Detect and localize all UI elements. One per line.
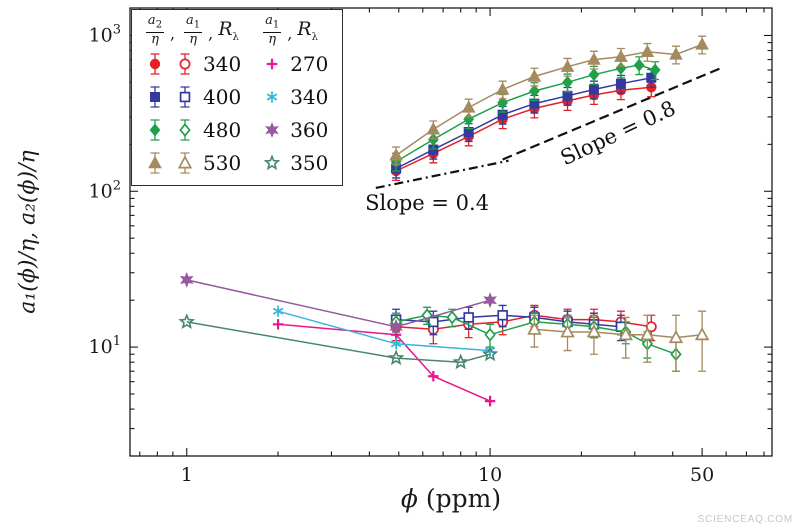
legend-header: a2 η, a1 η, Rλ (145, 13, 239, 47)
svg-text:102: 102 (89, 178, 121, 202)
legend-row-480: 480 (140, 113, 241, 146)
square-marker-icon (150, 85, 161, 108)
square-marker-icon (179, 85, 191, 108)
series-a1-eta-R340-star (272, 305, 496, 357)
series-a2-eta-R530 (389, 35, 709, 166)
plus-marker-icon (266, 58, 278, 69)
legend-row-label: 480 (203, 117, 242, 142)
legend-row-360: 360 (257, 113, 328, 146)
ppm-unit: (ppm) (417, 484, 502, 513)
legend-row-340: 340 (257, 80, 328, 113)
series-a1-eta-R270 (272, 319, 496, 407)
series-a2-eta-R480 (390, 56, 661, 172)
circle-marker-icon (179, 52, 191, 75)
legend-row-label: 340 (203, 51, 242, 76)
r-lambda-symbol: Rλ (297, 17, 318, 43)
legend-row-label: 270 (290, 51, 329, 76)
series-a1-eta-R530 (527, 310, 710, 372)
legend-row-270: 270 (257, 47, 328, 80)
svg-text:101: 101 (89, 334, 121, 358)
legend-row-label: 340 (290, 84, 329, 109)
x-axis-label: ϕ (ppm) (401, 484, 501, 513)
star6-marker-icon (265, 121, 280, 138)
tick-labels: 1 10 50 101 102 103 (89, 22, 715, 486)
legend-group-2: a1 η, Rλ 270 340 360 350 (257, 14, 328, 179)
star5open-marker-icon (263, 153, 281, 170)
svg-text:103: 103 (89, 22, 121, 46)
phi-symbol: ϕ (400, 484, 418, 513)
legend-row-label: 350 (290, 150, 329, 175)
legend-header-fraction: a1 η (184, 13, 203, 47)
legend-group-1: a2 η, a1 η, Rλ 340 400 480 530 (140, 14, 241, 179)
y-axis-label: a₁(ϕ)/η, a₂(ϕ)/η (15, 150, 41, 314)
slope-guides: Slope = 0.4 Slope = 0.8 (365, 66, 723, 215)
svg-text:10: 10 (478, 464, 502, 486)
legend-row-340: 340 (140, 47, 241, 80)
slope-label: Slope = 0.4 (365, 191, 489, 215)
legend-row-530: 530 (140, 146, 241, 179)
triangle-marker-icon (148, 151, 162, 174)
series-a1-eta-R360 (179, 271, 497, 335)
legend-box: a2 η, a1 η, Rλ 340 400 480 530 a1 η, Rλ 270 340 360 350 (131, 9, 344, 186)
legend-header: a1 η, Rλ (263, 13, 318, 47)
legend-row-label: 530 (203, 150, 242, 175)
legend-row-label: 360 (290, 117, 329, 142)
plot-border (129, 7, 773, 457)
circle-marker-icon (149, 52, 161, 75)
legend-row-350: 350 (257, 146, 328, 179)
r-lambda-symbol: Rλ (218, 17, 239, 43)
diamond-marker-icon (179, 118, 191, 141)
diamond-marker-icon (149, 118, 161, 141)
asterisk-marker-icon (266, 90, 278, 103)
svg-text:1: 1 (181, 464, 193, 486)
legend-row-label: 400 (203, 84, 242, 109)
triangle-marker-icon (177, 151, 193, 174)
slope-label: Slope = 0.8 (557, 96, 679, 170)
svg-text:50: 50 (690, 464, 714, 486)
legend-row-400: 400 (140, 80, 241, 113)
watermark: SCIENCEAQ.COM (697, 514, 793, 525)
legend-header-fraction: a1 η (263, 13, 282, 47)
series-a1-eta-R350 (178, 313, 499, 370)
legend-header-fraction: a2 η (145, 13, 165, 47)
